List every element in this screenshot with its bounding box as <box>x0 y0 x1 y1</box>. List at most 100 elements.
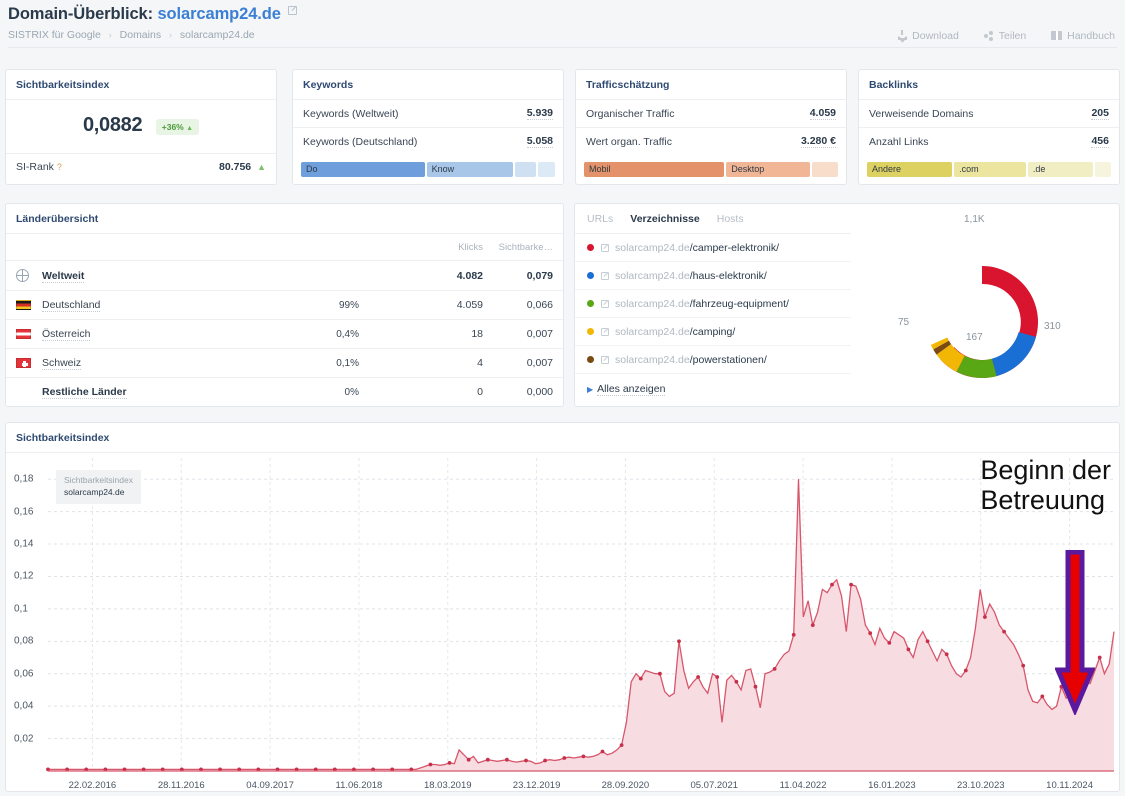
tab-urls[interactable]: URLs <box>587 213 614 225</box>
donut-slice-fahrzeug-equipment[interactable] <box>956 355 997 379</box>
flag-de-icon <box>16 299 42 311</box>
breadcrumb-item-1[interactable]: Domains <box>119 29 162 41</box>
country-name[interactable]: Restliche Länder <box>42 386 127 399</box>
country-clicks: 4.059 <box>456 299 483 311</box>
chart-svg <box>46 458 1115 772</box>
row-label: Keywords (Weltweit) <box>303 107 399 120</box>
book-icon <box>1051 31 1063 40</box>
table-row[interactable]: Weltweit 4.082 0,079 <box>6 261 563 291</box>
donut-slice-camping-2[interactable] <box>930 337 949 350</box>
x-axis-tick: 28.09.2020 <box>601 780 650 791</box>
header-divider <box>8 47 1117 48</box>
country-name[interactable]: Deutschland <box>42 299 101 312</box>
donut-slice-camping[interactable] <box>936 344 965 372</box>
card-title: Backlinks <box>859 70 1119 100</box>
table-row[interactable]: Schweiz 0,1% 4 0,007 <box>6 349 563 378</box>
url-path: /haus-elektronik/ <box>689 269 767 282</box>
donut-label-tertiary: 167 <box>966 332 983 343</box>
y-axis-tick: 0,12 <box>14 570 34 582</box>
country-percent: 99% <box>338 299 359 311</box>
segment-com[interactable]: .com <box>954 162 1026 177</box>
show-all-button[interactable]: ▶ Alles anzeigen <box>587 383 666 396</box>
share-button[interactable]: Teilen <box>983 30 1027 42</box>
url-host: solarcamp24.de <box>615 297 690 310</box>
country-name[interactable]: Weltweit <box>42 269 85 283</box>
keywords-intent-bar: Do Know <box>293 155 563 185</box>
x-axis-tick: 04.09.2017 <box>246 780 294 791</box>
external-link-icon[interactable] <box>288 6 298 15</box>
country-visibility: 0,079 <box>526 269 553 282</box>
segment-mobile[interactable]: Mobil <box>584 162 725 177</box>
row-label: Wert organ. Traffic <box>586 135 672 148</box>
si-rank-label: SI-Rank <box>16 161 54 173</box>
y-axis-tick: 0,14 <box>14 538 34 550</box>
country-percent: 0% <box>344 386 359 398</box>
chart-title: Sichtbarkeitsindex <box>6 423 1119 453</box>
trend-up-icon: ▲ <box>186 124 194 132</box>
row-label: Organischer Traffic <box>586 107 675 120</box>
list-item[interactable]: solarcamp24.de/camping/ <box>575 318 851 346</box>
card-keywords: Keywords Keywords (Weltweit) 5.939 Keywo… <box>292 69 564 185</box>
list-item[interactable]: solarcamp24.de/powerstationen/ <box>575 346 851 374</box>
segment-andere[interactable]: Andere <box>867 162 953 177</box>
country-clicks: 4.082 <box>456 269 483 282</box>
page-title-domain[interactable]: solarcamp24.de <box>157 5 281 23</box>
country-clicks: 4 <box>477 357 483 369</box>
country-visibility: 0,066 <box>526 299 553 311</box>
segment-other[interactable] <box>1094 162 1111 177</box>
y-axis-tick: 0,04 <box>14 700 34 712</box>
breadcrumb-item-0[interactable]: SISTRIX für Google <box>8 29 101 41</box>
x-axis-tick: 18.03.2019 <box>423 780 472 791</box>
country-name[interactable]: Schweiz <box>42 357 82 370</box>
donut-slice-powerstationen[interactable] <box>933 340 952 355</box>
table-row[interactable]: Restliche Länder 0% 0 0,000 <box>6 378 563 406</box>
country-name[interactable]: Österreich <box>42 328 91 341</box>
y-axis-tick: 0,02 <box>14 733 34 745</box>
donut-svg <box>930 266 1038 379</box>
tab-verzeichnisse[interactable]: Verzeichnisse <box>630 213 700 225</box>
table-header: Klicks Sichtbarke… <box>6 234 563 261</box>
external-link-icon[interactable] <box>601 271 609 280</box>
tab-hosts[interactable]: Hosts <box>716 213 744 225</box>
url-path: /fahrzeug-equipment/ <box>689 297 789 310</box>
handbook-label: Handbuch <box>1067 30 1115 42</box>
breadcrumb-item-2[interactable]: solarcamp24.de <box>179 29 255 41</box>
keyword-row: Keywords (Weltweit) 5.939 <box>293 100 563 128</box>
segment-do[interactable]: Do <box>301 162 425 177</box>
external-link-icon[interactable] <box>601 355 609 364</box>
url-host: solarcamp24.de <box>615 325 690 338</box>
segment-de[interactable]: .de <box>1027 162 1093 177</box>
backlink-row: Verweisende Domains 205 <box>859 100 1119 128</box>
card-title: Keywords <box>293 70 563 100</box>
table-row[interactable]: Österreich 0,4% 18 0,007 <box>6 320 563 349</box>
list-item[interactable]: solarcamp24.de/camper-elektronik/ <box>575 234 851 262</box>
x-axis-tick: 22.02.2016 <box>68 780 117 791</box>
table-row[interactable]: Deutschland 99% 4.059 0,066 <box>6 291 563 320</box>
segment-other-2[interactable] <box>538 162 555 177</box>
segment-other-1[interactable] <box>515 162 537 177</box>
list-item[interactable]: solarcamp24.de/fahrzeug-equipment/ <box>575 290 851 318</box>
segment-other[interactable] <box>811 162 838 177</box>
external-link-icon[interactable] <box>601 299 609 308</box>
external-link-icon[interactable] <box>601 327 609 336</box>
donut-slice-haus-elektronik[interactable] <box>991 332 1036 377</box>
annotation-arrow-icon <box>1055 550 1095 715</box>
card-title: Sichtbarkeitsindex <box>6 70 276 100</box>
url-path: /camping/ <box>689 325 736 338</box>
handbook-button[interactable]: Handbuch <box>1051 30 1115 42</box>
share-label: Teilen <box>998 30 1027 42</box>
y-axis-tick: 0,16 <box>14 506 34 518</box>
country-clicks: 18 <box>471 328 483 340</box>
download-button[interactable]: Download <box>898 30 959 42</box>
list-item[interactable]: solarcamp24.de/haus-elektronik/ <box>575 262 851 290</box>
row-value: 456 <box>1091 135 1109 148</box>
external-link-icon[interactable] <box>601 243 609 252</box>
visibility-value: 0,0882 <box>82 114 143 136</box>
segment-desktop[interactable]: Desktop <box>726 162 810 177</box>
card-title: Länderübersicht <box>6 204 563 234</box>
card-visibility-chart: Sichtbarkeitsindex 0,02 0,04 0,06 0,08 0,1 0,… <box>5 422 1120 792</box>
chart-plot-area[interactable]: 0,02 0,04 0,06 0,08 0,1 0,12 0,14 0,16 0,18 22.0… <box>6 453 1119 794</box>
card-backlinks: Backlinks Verweisende Domains 205 Anzahl… <box>858 69 1120 185</box>
segment-know[interactable]: Know <box>426 162 514 177</box>
help-icon[interactable]: ? <box>56 162 62 172</box>
